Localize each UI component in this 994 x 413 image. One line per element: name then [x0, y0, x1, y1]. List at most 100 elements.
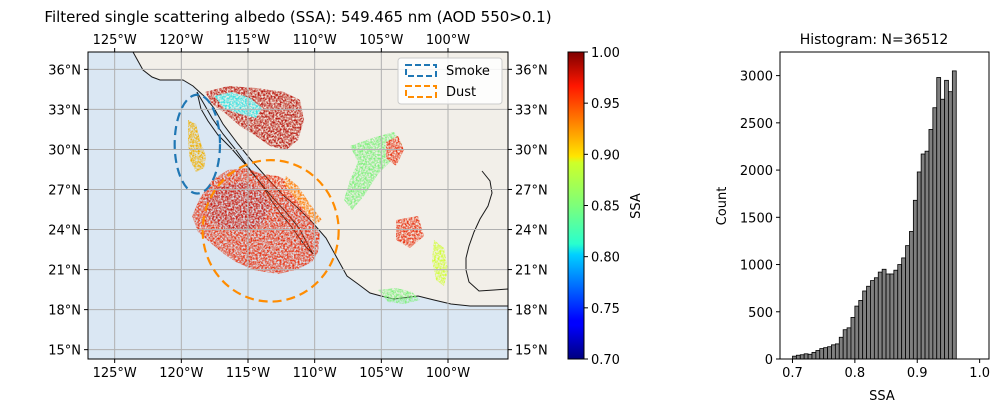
tick-label-lat-right: 15°N: [515, 344, 548, 359]
histogram-title: Histogram: N=36512: [800, 32, 949, 48]
tick-label-lon-top: 115°W: [226, 33, 270, 48]
histogram-bar: [877, 271, 883, 360]
tick-label-lon-bottom: 110°W: [293, 366, 337, 381]
histogram-xlabel: SSA: [869, 389, 895, 404]
histogram-bar: [905, 245, 910, 360]
histogram-bar: [858, 300, 864, 360]
histogram-bar: [893, 269, 899, 360]
map-title: Filtered single scattering albedo (SSA):…: [44, 8, 551, 26]
histogram-bar: [834, 343, 840, 360]
histogram-bar: [912, 199, 918, 360]
histogram-bar: [842, 329, 848, 360]
histogram-bar: [838, 336, 844, 360]
tick-label-lat-right: 21°N: [515, 264, 548, 279]
histogram-bar: [811, 351, 817, 360]
histogram-bar: [823, 347, 828, 360]
histogram-bar: [951, 70, 957, 360]
histogram-bar: [924, 150, 930, 360]
legend-label-dust: Dust: [446, 85, 476, 100]
tick-label-lat-right: 18°N: [515, 304, 548, 319]
histogram-bar: [881, 268, 887, 360]
coast-patch: [378, 288, 420, 304]
histogram-bar: [940, 98, 945, 360]
histogram-bar: [897, 264, 903, 360]
colorbar-tick-label: 1.00: [591, 46, 620, 61]
histogram-bar: [803, 353, 809, 360]
tick-label-lon-top: 120°W: [159, 33, 203, 48]
histogram-bar: [909, 231, 914, 360]
tick-label-lat-right: 33°N: [515, 103, 548, 118]
histogram-y-tick-label: 1000: [740, 259, 773, 274]
histogram-bar: [831, 344, 836, 360]
ssa-field: [188, 86, 448, 304]
histogram-x-tick-label: 1.0: [969, 366, 990, 381]
gulf-strip: [284, 176, 322, 224]
colorbar-tick-label: 0.70: [591, 353, 620, 368]
tick-label-lat-left: 21°N: [48, 264, 81, 279]
histogram-y-tick-label: 3000: [740, 70, 773, 85]
histogram-x-tick-label: 0.9: [907, 366, 928, 381]
map-legend: Smoke Dust: [397, 57, 503, 105]
east-patch-red: [386, 136, 404, 166]
colorbar-tick-label: 0.90: [591, 148, 620, 163]
tick-label-lat-left: 18°N: [48, 304, 81, 319]
tick-label-lat-left: 27°N: [48, 183, 81, 198]
histogram-bar: [928, 129, 934, 360]
histogram-bar: [827, 346, 832, 360]
tick-label-lon-bottom: 105°W: [359, 366, 403, 381]
tick-label-lon-top: 100°W: [426, 33, 470, 48]
histogram-bar: [795, 354, 801, 360]
tick-label-lat-left: 15°N: [48, 344, 81, 359]
region-dust-ellipse: [201, 159, 340, 303]
tick-label-lat-right: 27°N: [515, 183, 548, 198]
north-plume-cyan: [214, 92, 262, 118]
tick-label-lon-top: 110°W: [293, 33, 337, 48]
histogram-bar: [901, 257, 906, 360]
tick-label-lat-left: 36°N: [48, 63, 81, 78]
histogram-bar: [854, 305, 860, 360]
colorbar-gradient: [567, 51, 585, 360]
colorbar-tick-label: 0.95: [591, 97, 620, 112]
legend-swatch-dust: [405, 85, 437, 98]
histogram-bar: [916, 171, 922, 360]
tick-label-lat-right: 30°N: [515, 143, 548, 158]
tick-label-lon-top: 105°W: [359, 33, 403, 48]
histogram-bar: [807, 353, 813, 360]
histogram-bar: [850, 317, 856, 360]
tick-label-lat-left: 30°N: [48, 143, 81, 158]
colorbar-tick-label: 0.75: [591, 302, 620, 317]
histogram-y-tick-label: 2000: [740, 164, 773, 179]
histogram-y-tick-label: 500: [748, 306, 773, 321]
colorbar-label: SSA: [629, 193, 644, 219]
histogram-ticks: 0.7 0.8 0.9 1.0 0 500 1000 1500 2000 2500 3000: [740, 70, 990, 381]
histogram-bar: [815, 350, 821, 360]
tick-label-lat-right: 36°N: [515, 63, 548, 78]
colorbar-ticks: 0.70 0.75 0.80 0.85 0.90 0.95 1.00: [584, 46, 620, 368]
tick-label-lon-bottom: 115°W: [226, 366, 270, 381]
histogram-x-tick-label: 0.8: [845, 366, 866, 381]
histogram-y-tick-label: 2500: [740, 117, 773, 132]
gulf-coastline: [465, 170, 508, 292]
histogram-bar: [932, 107, 938, 360]
histogram: Histogram: N=36512 0.7 0.8 0.9 1.0 0 500 1000 1…: [715, 32, 990, 404]
map-ticks: 125°W 125°W 120°W 120°W 115°W 115°W 110°W 110°W…: [48, 33, 548, 381]
tick-label-lat-right: 24°N: [515, 224, 548, 239]
histogram-frame: [779, 51, 990, 360]
histogram-bar: [948, 91, 953, 360]
histogram-bars: [792, 70, 957, 360]
histogram-y-tick-label: 1500: [740, 211, 773, 226]
tick-label-lon-bottom: 125°W: [93, 366, 137, 381]
histogram-bar: [920, 153, 926, 360]
colorbar: 0.70 0.75 0.80 0.85 0.90 0.95 1.00 SSA: [567, 46, 644, 368]
tick-label-lon-top: 125°W: [93, 33, 137, 48]
histogram-bar: [936, 77, 942, 360]
histogram-bar: [846, 327, 852, 360]
map-frame: [87, 51, 509, 360]
histogram-y-tick-label: 0: [765, 353, 773, 368]
legend-label-smoke: Smoke: [446, 64, 490, 79]
histogram-bar: [862, 290, 867, 360]
histogram-x-tick-label: 0.7: [782, 366, 803, 381]
region-ellipses: [173, 93, 340, 303]
tick-label-lat-left: 33°N: [48, 103, 81, 118]
